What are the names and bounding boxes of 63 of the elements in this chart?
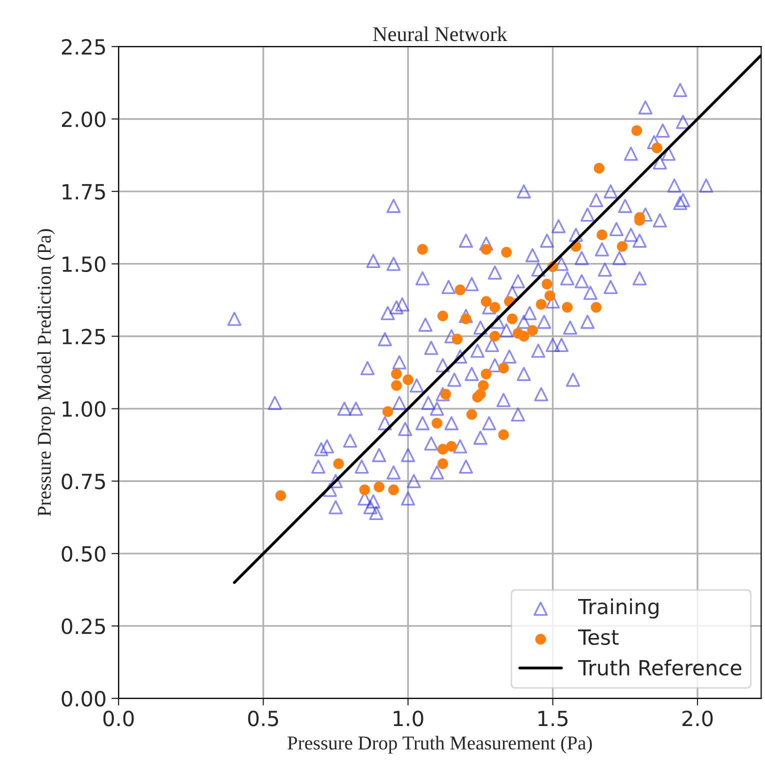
point: [490, 330, 500, 342]
point: [518, 330, 530, 342]
y-tick-label: 0.00: [62, 690, 106, 707]
point: [562, 302, 573, 313]
x-axis-title: Pressure Drop Truth Measurement (Pa): [288, 736, 592, 754]
point: [616, 241, 628, 252]
point: [466, 409, 478, 420]
point: [596, 230, 608, 240]
y-tick-label: 1.50: [62, 256, 106, 272]
point: [542, 278, 552, 290]
legend-label: Training: [578, 598, 658, 618]
point: [374, 482, 384, 492]
point: [501, 246, 512, 258]
y-tick-label: 1.00: [62, 401, 106, 417]
point: [432, 418, 442, 429]
x-tick-label: 1.5: [538, 710, 568, 726]
point: [382, 406, 394, 417]
y-axis-title: Pressure Drop Model Prediction (Pa): [37, 229, 55, 516]
point: [480, 296, 492, 307]
point: [437, 310, 448, 322]
x-tick-label: 1.0: [394, 710, 424, 726]
point: [490, 302, 500, 313]
y-tick-label: 1.25: [62, 328, 105, 344]
point: [275, 490, 286, 501]
point: [417, 244, 428, 255]
point: [506, 314, 518, 324]
point: [437, 444, 448, 455]
y-tick-label: 2.25: [62, 39, 105, 55]
point: [391, 380, 402, 391]
point: [454, 284, 466, 296]
point: [452, 334, 463, 345]
point: [498, 429, 509, 440]
y-tick-label: 0.75: [62, 474, 105, 490]
point: [631, 125, 642, 136]
point: [475, 388, 486, 400]
point: [402, 374, 414, 386]
point: [333, 458, 344, 470]
y-tick-label: 2.00: [62, 111, 106, 128]
point: [480, 244, 492, 255]
point: [480, 368, 492, 380]
point: [478, 380, 489, 391]
point: [536, 299, 547, 310]
chart-title: Neural Network: [373, 26, 508, 42]
legend-label: Test: [578, 630, 619, 646]
point: [652, 142, 662, 154]
point: [440, 388, 452, 400]
x-tick-label: 2.0: [682, 710, 713, 726]
point: [446, 441, 457, 452]
point: [359, 484, 370, 496]
legend-label: Truth Reference: [578, 659, 742, 676]
point: [544, 290, 556, 302]
point: [437, 458, 448, 470]
y-tick-label: 1.75: [62, 184, 105, 200]
point: [388, 484, 399, 496]
y-tick-label: 0.25: [62, 618, 105, 634]
x-tick-label: 0.0: [103, 710, 134, 726]
point: [527, 325, 538, 336]
y-tick-label: 0.50: [62, 546, 106, 562]
x-tick-label: 0.5: [248, 710, 278, 726]
point: [391, 368, 402, 380]
point: [590, 302, 602, 313]
point: [498, 362, 509, 374]
point: [594, 162, 604, 174]
